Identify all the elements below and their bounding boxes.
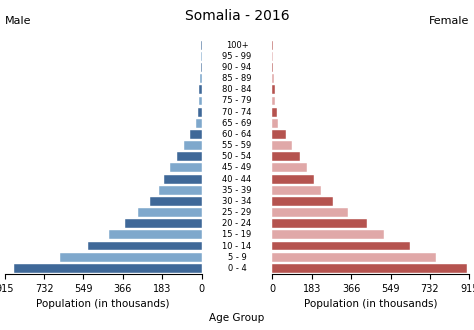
Bar xyxy=(109,230,201,239)
Bar xyxy=(125,219,201,228)
X-axis label: Population (in thousands): Population (in thousands) xyxy=(36,299,170,309)
Bar xyxy=(199,96,201,105)
Text: 15 - 19: 15 - 19 xyxy=(222,230,252,239)
Bar xyxy=(273,253,436,262)
Text: 45 - 49: 45 - 49 xyxy=(222,163,252,172)
Text: 95 - 99: 95 - 99 xyxy=(222,52,252,61)
Text: Somalia - 2016: Somalia - 2016 xyxy=(185,9,289,23)
Text: 75 - 79: 75 - 79 xyxy=(222,96,252,106)
Text: 40 - 44: 40 - 44 xyxy=(222,175,252,183)
Bar xyxy=(273,96,275,105)
Bar xyxy=(273,230,384,239)
Bar xyxy=(273,242,410,250)
X-axis label: Population (in thousands): Population (in thousands) xyxy=(304,299,438,309)
Bar xyxy=(273,163,307,172)
Bar xyxy=(177,152,201,161)
Text: 85 - 89: 85 - 89 xyxy=(222,74,252,83)
Bar xyxy=(60,253,201,262)
Bar xyxy=(164,175,201,183)
Bar xyxy=(273,175,314,183)
Bar xyxy=(273,219,367,228)
Bar xyxy=(88,242,201,250)
Bar xyxy=(170,163,201,172)
Bar xyxy=(184,141,201,150)
Text: 90 - 94: 90 - 94 xyxy=(222,63,252,72)
Bar xyxy=(273,152,301,161)
Bar xyxy=(273,85,274,94)
Bar xyxy=(273,141,292,150)
Text: 50 - 54: 50 - 54 xyxy=(222,152,252,161)
Bar xyxy=(273,197,333,206)
Bar xyxy=(273,130,286,139)
Bar xyxy=(190,130,201,139)
Bar xyxy=(273,186,321,195)
Text: 30 - 34: 30 - 34 xyxy=(222,197,252,206)
Bar xyxy=(200,85,201,94)
Text: 5 - 9: 5 - 9 xyxy=(228,253,246,262)
Bar xyxy=(196,119,201,128)
Text: 70 - 74: 70 - 74 xyxy=(222,108,252,116)
Text: 35 - 39: 35 - 39 xyxy=(222,186,252,195)
Text: Age Group: Age Group xyxy=(210,314,264,323)
Bar xyxy=(158,186,201,195)
Text: 55 - 59: 55 - 59 xyxy=(222,141,252,150)
Bar xyxy=(14,264,201,273)
Text: 0 - 4: 0 - 4 xyxy=(228,264,246,273)
Text: 25 - 29: 25 - 29 xyxy=(222,208,252,217)
Bar xyxy=(198,108,201,116)
Text: 60 - 64: 60 - 64 xyxy=(222,130,252,139)
Text: 80 - 84: 80 - 84 xyxy=(222,85,252,94)
Text: 100+: 100+ xyxy=(226,41,248,50)
Bar xyxy=(138,208,201,217)
Bar xyxy=(273,208,348,217)
Text: 65 - 69: 65 - 69 xyxy=(222,119,252,128)
Text: Female: Female xyxy=(429,16,469,26)
Text: 20 - 24: 20 - 24 xyxy=(222,219,252,228)
Bar xyxy=(273,119,278,128)
Text: 10 - 14: 10 - 14 xyxy=(222,242,252,250)
Text: Male: Male xyxy=(5,16,31,26)
Bar xyxy=(273,108,277,116)
Bar xyxy=(150,197,201,206)
Bar xyxy=(273,264,467,273)
